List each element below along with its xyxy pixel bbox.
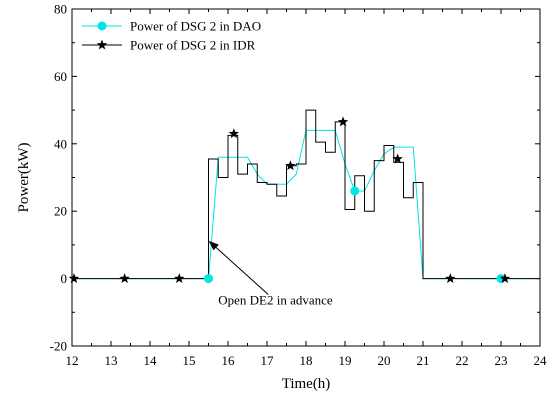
y-tick-label: 0	[61, 271, 68, 286]
annotation-arrow	[208, 240, 269, 295]
legend-marker-idr	[96, 39, 108, 50]
x-tick-label: 20	[378, 353, 391, 368]
x-tick-label: 18	[300, 353, 313, 368]
x-tick-label: 16	[222, 353, 236, 368]
y-tick-label: 40	[54, 136, 67, 151]
y-tick-label: -20	[50, 339, 67, 354]
data-point-idr	[392, 153, 403, 164]
annotation-layer: Open DE2 in advance	[208, 240, 333, 308]
data-point-idr	[174, 273, 185, 284]
x-tick-label: 23	[495, 353, 508, 368]
data-point-idr	[228, 128, 240, 139]
ticks-layer: 12 13 14 15 16 17 18 19 20 21 22 23 24 -20 0 20 40 60 80	[50, 2, 547, 369]
legend-marker-dao	[97, 21, 107, 31]
data-point-idr	[445, 273, 456, 284]
plot-frame	[71, 8, 541, 347]
x-tick-label: 14	[144, 353, 158, 368]
legend-label-idr: Power of DSG 2 in IDR	[130, 38, 256, 53]
series-line-idr	[72, 109, 540, 280]
data-point-dao	[204, 274, 213, 284]
data-point-idr	[68, 273, 80, 284]
x-tick-label: 21	[417, 353, 430, 368]
x-tick-label: 17	[261, 353, 275, 368]
series-layer	[72, 109, 540, 280]
legend-label-dao: Power of DSG 2 in DAO	[130, 19, 261, 34]
x-tick-label: 15	[183, 353, 196, 368]
data-point-dao	[350, 186, 360, 196]
x-axis-title: Time(h)	[282, 376, 331, 392]
x-tick-label: 19	[339, 353, 352, 368]
legend: Power of DSG 2 in DAO Power of DSG 2 in …	[82, 19, 261, 53]
y-tick-label: 60	[54, 69, 67, 84]
y-axis-title: Power(kW)	[16, 143, 32, 213]
markers-layer	[68, 116, 511, 284]
data-point-idr	[499, 273, 511, 284]
x-tick-label: 22	[456, 353, 469, 368]
data-point-idr	[285, 160, 296, 171]
data-point-idr	[119, 273, 130, 284]
x-tick-label: 12	[66, 353, 79, 368]
x-tick-label: 13	[105, 353, 118, 368]
annotation-text: Open DE2 in advance	[218, 293, 333, 308]
y-tick-label: 80	[54, 2, 67, 17]
x-tick-label: 24	[534, 353, 548, 368]
data-point-idr	[337, 116, 349, 127]
y-tick-label: 20	[54, 204, 67, 219]
